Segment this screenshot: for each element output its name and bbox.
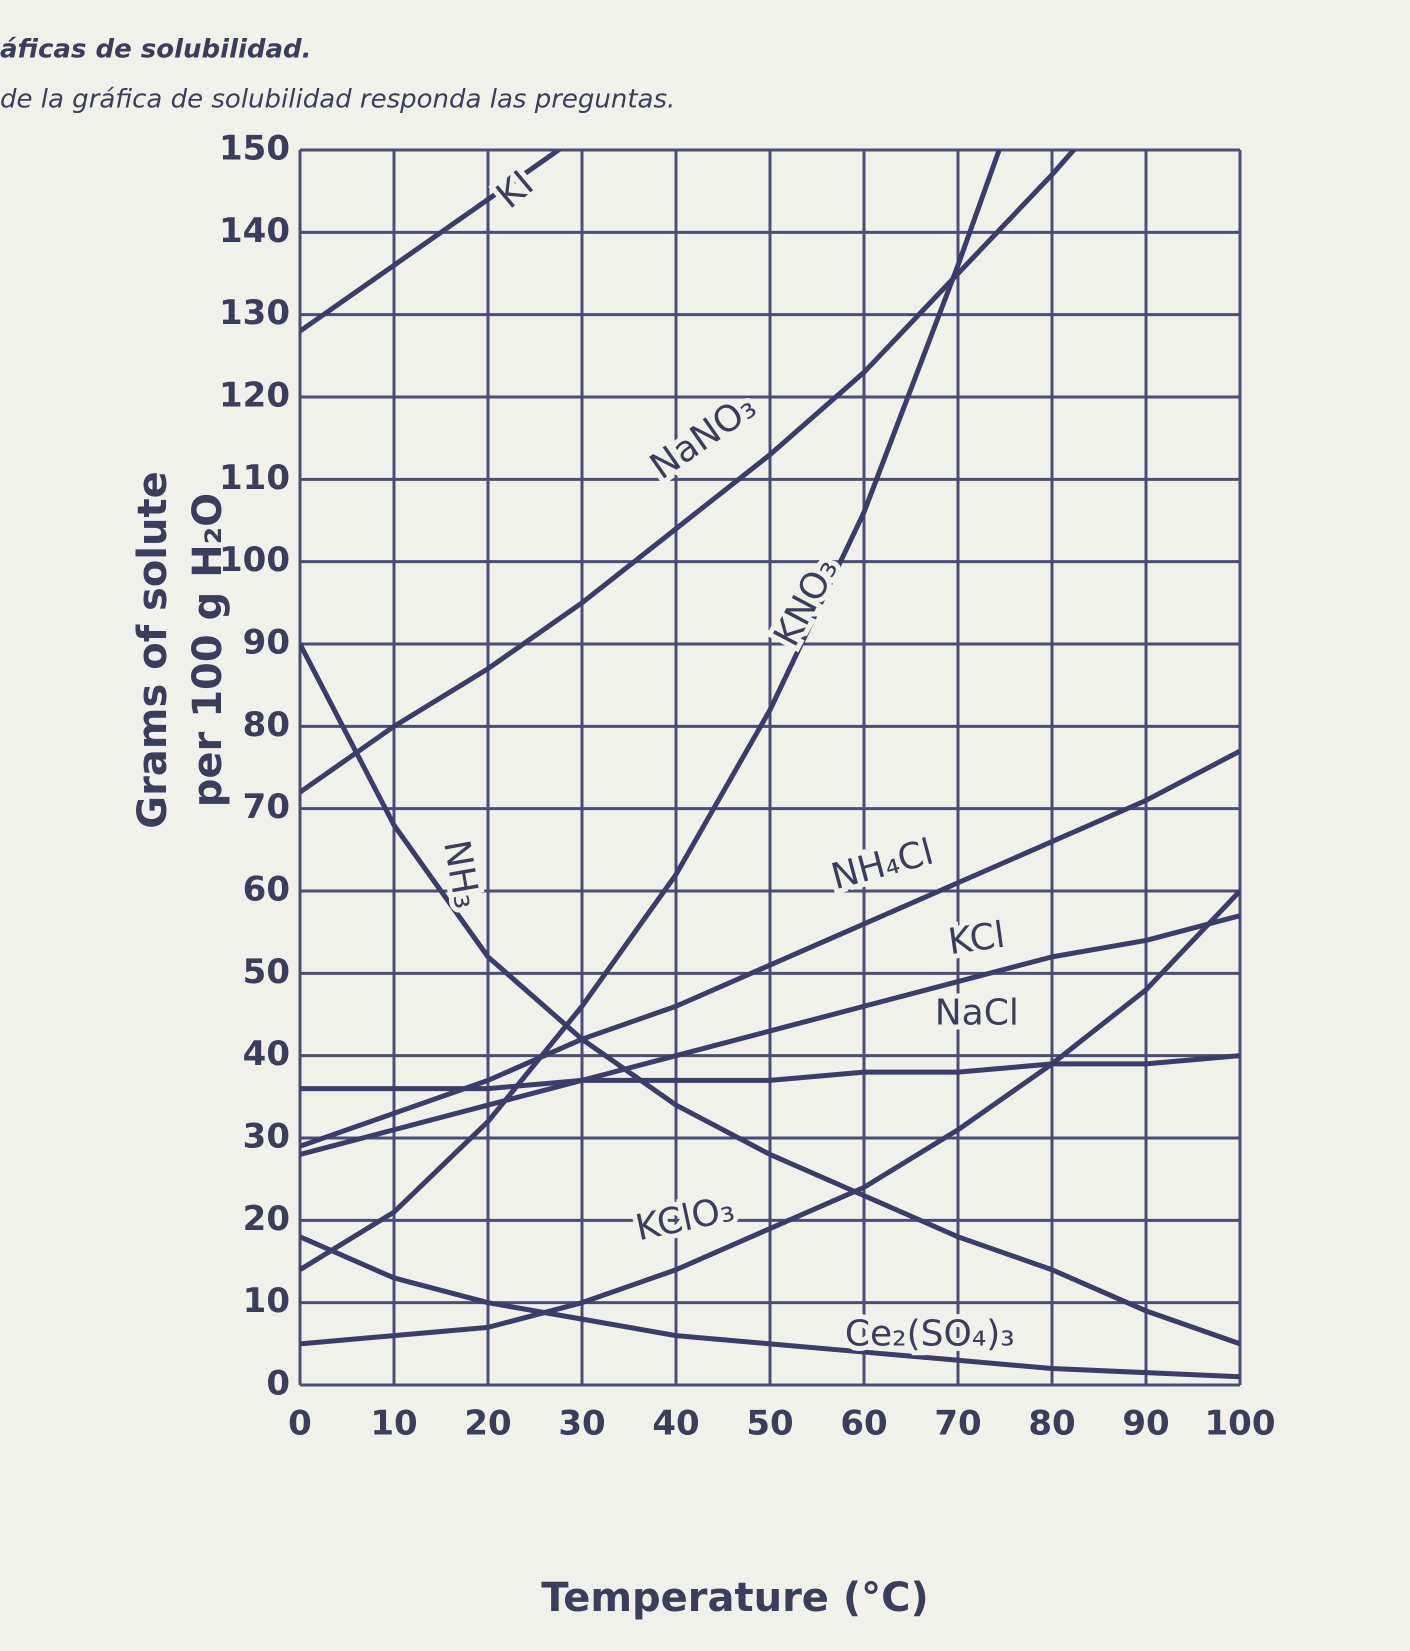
series-line [300,1053,1240,1092]
series-line [300,1234,1240,1380]
series-label: NH₃ [435,837,487,912]
x-tick-label: 60 [840,1404,887,1444]
x-axis-label: Temperature (°C) [541,1575,929,1621]
series-line [300,889,1240,1347]
y-tick-label: 110 [219,458,290,498]
y-tick-label: 50 [243,952,290,992]
x-tick-label: 0 [288,1404,312,1444]
y-tick-label: 10 [243,1281,290,1321]
y-tick-label: 70 [243,787,290,827]
series-label: Ce₂(SO₄)₃ [845,1314,1015,1355]
y-tick-label: 0 [266,1364,290,1404]
series-line [300,913,1240,1157]
x-tick-label: 10 [370,1404,417,1444]
x-tick-label: 50 [746,1404,793,1444]
y-tick-label: 40 [243,1034,290,1074]
y-tick-label: 30 [243,1117,290,1157]
y-tick-label: 150 [219,129,290,169]
series-label: NaCl [935,993,1019,1034]
y-tick-label: 20 [243,1199,290,1239]
plot-area [300,150,1240,1380]
x-tick-label: 20 [464,1404,511,1444]
series-line [300,642,1240,1347]
y-tick-label: 80 [243,705,290,745]
x-tick-label: 80 [1028,1404,1075,1444]
heading: áficas de solubilidad. [0,35,312,65]
y-tick-label: 120 [219,376,290,416]
y-tick-label: 130 [219,293,290,333]
instruction: de la gráfica de solubilidad responda la… [0,85,675,115]
y-tick-label: 100 [219,540,290,580]
y-axis-label: Grams of solute [130,471,176,829]
y-axis-label: per 100 g H₂O [185,493,231,807]
y-tick-label: 60 [243,870,290,910]
x-tick-label: 30 [558,1404,605,1444]
series-line [300,150,1002,1272]
series-label: KCl [946,915,1008,964]
series-label: KClO₃ [632,1188,738,1249]
x-tick-label: 100 [1205,1404,1276,1444]
series-line [300,748,1240,1149]
x-tick-label: 40 [652,1404,699,1444]
x-tick-label: 70 [934,1404,981,1444]
series-line [300,150,1078,795]
x-tick-label: 90 [1122,1404,1169,1444]
series-label: KNO₃ [766,551,846,653]
y-tick-label: 90 [243,623,290,663]
series-line [300,150,563,334]
y-tick-label: 140 [219,211,290,251]
series-label: NH₄Cl [827,832,938,898]
series-label: KI [489,163,542,216]
